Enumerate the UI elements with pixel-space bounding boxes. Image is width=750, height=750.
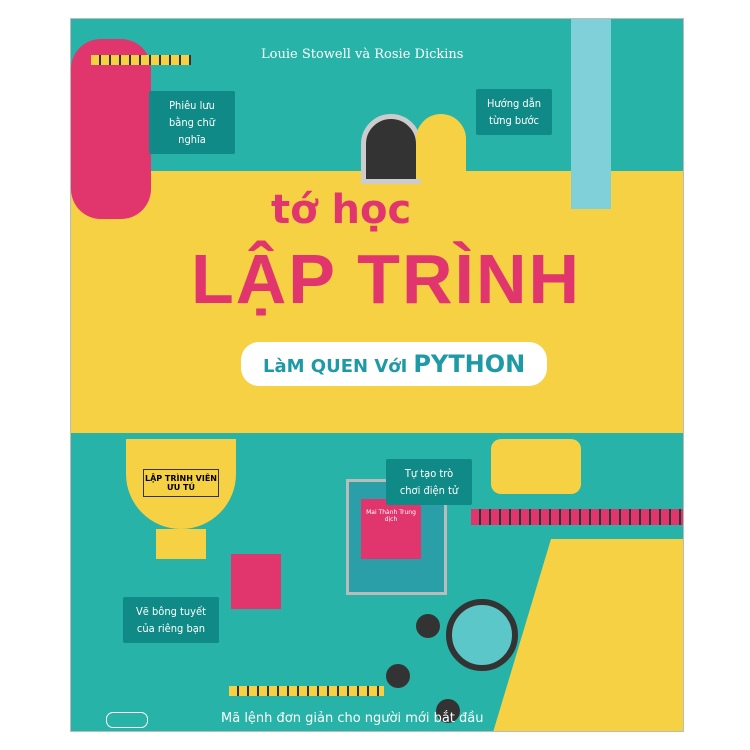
detective-illustration xyxy=(491,539,683,731)
translator: Mai Thành Trung dịch xyxy=(361,499,421,559)
bubble-game: Tự tạo trò chơi điện tử xyxy=(386,459,472,505)
subtitle-python: PYTHON xyxy=(413,350,526,378)
bubble-steps: Hướng dẫn từng bước xyxy=(476,89,552,135)
tagline: Mã lệnh đơn giản cho người mới bắt đầu xyxy=(221,711,484,726)
bubble-adventure: Phiêu lưu bằng chữ nghĩa xyxy=(149,91,235,154)
yellow-door xyxy=(416,114,466,179)
bomb-icon xyxy=(416,614,440,638)
authors: Louie Stowell và Rosie Dickins xyxy=(261,47,464,62)
bomb-icon xyxy=(386,664,410,688)
subtitle-prefix: LàM QUEN VớI xyxy=(263,356,408,377)
bomb-icon xyxy=(436,699,460,723)
rail xyxy=(229,686,384,696)
title-line2: LẬP TRÌNH xyxy=(191,240,582,318)
magnifying-glass-icon xyxy=(446,599,518,671)
yellow-band xyxy=(71,171,683,433)
publisher-logo xyxy=(106,712,148,728)
trophy-stem xyxy=(156,529,206,559)
bubble-snowflake: Vẽ bông tuyết của riêng bạn xyxy=(123,597,219,643)
title-line1: tớ học xyxy=(271,187,412,233)
cow-illustration xyxy=(491,439,581,494)
rail xyxy=(91,55,191,65)
pink-rail xyxy=(471,509,683,525)
book-cover: Louie Stowell và Rosie Dickins Phiêu lưu… xyxy=(70,18,684,732)
subtitle: LàM QUEN VớI PYTHON xyxy=(241,342,548,386)
robot-arm xyxy=(571,19,611,209)
trophy-icon xyxy=(126,439,236,529)
robot-illustration xyxy=(231,554,281,609)
tunnel-door xyxy=(361,114,421,184)
monster-illustration xyxy=(71,39,151,219)
trophy-label: LẬP TRÌNH VIÊN ƯU TÚ xyxy=(143,469,219,497)
